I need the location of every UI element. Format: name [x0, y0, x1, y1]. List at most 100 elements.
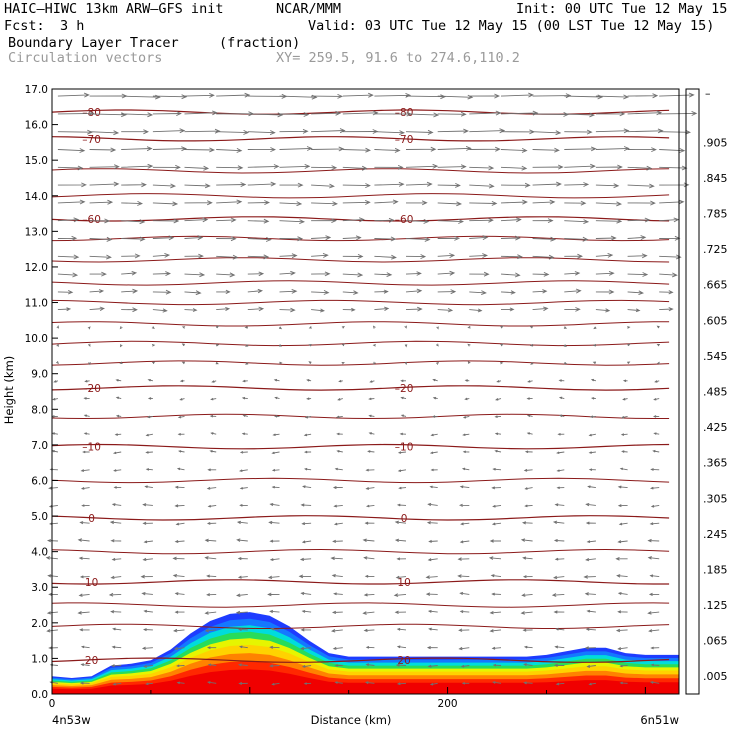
vector-arrow — [247, 200, 270, 206]
vector-arrow — [564, 129, 593, 135]
vector-arrow — [237, 556, 248, 561]
vector-arrow — [84, 379, 90, 383]
vector-arrow — [89, 147, 117, 153]
contour-line — [51, 235, 670, 242]
plot-axes: 0.0 1.0 2.0 3.0 4.0 5.0 6.0 7.0 8.0 9.0 10.0 11.0 12… — [25, 84, 680, 710]
vector-arrow — [394, 610, 407, 615]
vector-arrow — [556, 469, 565, 472]
vector-arrow — [301, 609, 312, 613]
x-tick-label: 200 — [438, 698, 458, 710]
vector-arrow — [300, 646, 312, 651]
x-axis-label: Distance (km) — [311, 713, 392, 727]
vector-arrow — [89, 236, 113, 242]
vector-arrow — [332, 539, 343, 543]
vector-arrow — [500, 361, 504, 365]
vector-arrow — [627, 272, 649, 277]
vector-arrow — [627, 128, 664, 134]
vector-arrow — [627, 147, 657, 153]
vector-arrow — [115, 414, 122, 418]
vector-arrow — [564, 94, 604, 100]
y-tick-label: 16.0 — [25, 120, 48, 132]
vector-arrow — [374, 92, 412, 98]
contour-line — [51, 136, 670, 142]
vector-arrow — [121, 200, 143, 206]
vector-arrow — [488, 556, 502, 560]
vector-arrow — [627, 183, 655, 189]
vector-arrow — [365, 504, 375, 508]
vector-arrow — [83, 397, 90, 400]
vector-arrow — [532, 254, 555, 260]
vector-arrow — [271, 451, 280, 455]
vector-arrow — [469, 235, 489, 240]
contour-label: –60 — [395, 214, 414, 226]
circulation-vectors — [45, 92, 698, 686]
vector-arrow — [247, 271, 265, 277]
vector-arrow — [500, 325, 504, 329]
vector-arrow — [184, 92, 215, 98]
vector-arrow — [239, 645, 248, 649]
vector-arrow — [269, 539, 280, 543]
vector-arrow — [111, 557, 122, 561]
vector-arrow — [627, 343, 631, 347]
vector-arrow — [469, 308, 483, 313]
vector-arrow — [242, 414, 248, 417]
vector-arrow — [239, 487, 248, 490]
contour-label: 0 — [401, 513, 408, 525]
vector-arrow — [331, 573, 343, 578]
contour-line — [51, 193, 670, 199]
y-tick-label: 14.0 — [25, 191, 48, 203]
vector-arrow — [527, 380, 533, 383]
vector-arrow — [404, 344, 408, 348]
colorbar-label: .845 — [703, 172, 728, 185]
vector-arrow — [557, 432, 565, 436]
vector-arrow — [247, 237, 272, 242]
model-title: HAIC–HIWC 13km ARW–GFS init — [4, 1, 224, 17]
vector-arrow — [242, 379, 248, 383]
y-tick-label: 10.0 — [25, 333, 48, 345]
vector-arrow — [520, 611, 533, 615]
colorbar-label: .665 — [703, 279, 728, 292]
colorbar-label: .125 — [703, 599, 728, 612]
contour-label: –20 — [82, 383, 101, 395]
vector-arrow — [365, 663, 375, 667]
vector-arrow — [551, 593, 565, 597]
vector-arrow — [564, 200, 587, 206]
vector-arrow — [87, 326, 91, 330]
vector-arrow — [209, 450, 217, 453]
vector-arrow — [269, 664, 280, 668]
vector-arrow — [427, 502, 438, 507]
vector-arrow — [80, 645, 90, 649]
vector-arrow — [311, 146, 345, 152]
vector-arrow — [460, 664, 470, 668]
vector-arrow — [79, 681, 90, 685]
vector-arrow — [398, 486, 407, 490]
vector-arrow — [176, 681, 185, 685]
vector-arrow — [279, 253, 298, 259]
vector-arrow — [616, 574, 628, 578]
vector-arrow — [278, 344, 283, 347]
vector-arrow — [405, 200, 428, 206]
vector-arrow — [374, 147, 401, 153]
vector-arrow — [184, 183, 211, 189]
vector-arrow — [216, 92, 251, 98]
vector-arrow — [627, 217, 651, 223]
vector-arrow — [659, 307, 674, 312]
vector-arrow — [619, 681, 628, 685]
colorbar: .005 .065 .125 .185 .245 .305 .365 .425 .485 .545… — [685, 87, 728, 695]
vector-arrow — [374, 164, 404, 170]
vector-arrow — [204, 538, 217, 543]
vector-arrow — [585, 502, 596, 507]
vector-arrow — [51, 432, 58, 435]
vector-arrow — [617, 485, 628, 489]
vector-arrow — [77, 538, 90, 542]
vector-arrow — [595, 128, 630, 134]
vector-arrow — [617, 591, 628, 595]
vector-arrow — [489, 539, 501, 543]
vector-arrow — [53, 380, 59, 383]
colorbar-frame — [685, 88, 700, 695]
vector-arrow — [554, 557, 565, 561]
vector-arrow — [374, 272, 393, 278]
vector-arrow — [532, 236, 557, 242]
vector-arrow — [311, 128, 346, 134]
vector-arrow — [269, 645, 280, 649]
